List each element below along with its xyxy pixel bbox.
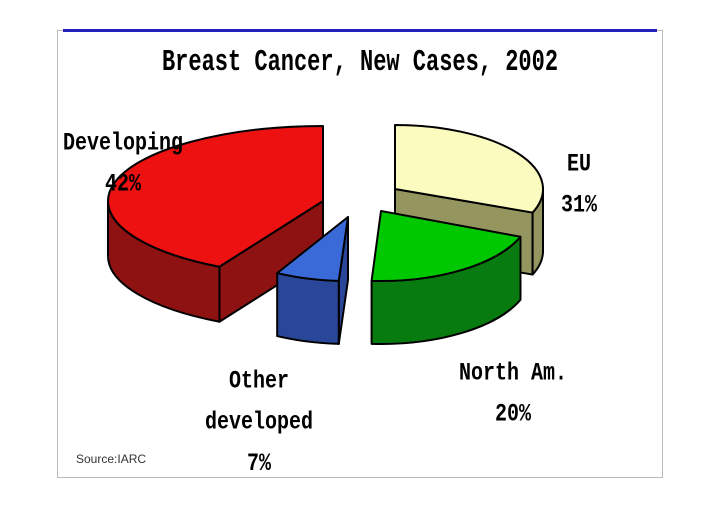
slide-frame: Breast Cancer, New Cases, 2002 Developin…	[57, 29, 663, 479]
pie-slice-other-developed-rim	[276, 272, 340, 345]
slice-label-developing: Developing 42%	[63, 123, 183, 206]
slice-label-north-am-pct: 20%	[494, 400, 531, 430]
accent-line	[63, 29, 657, 32]
source-note: Source:IARC	[76, 452, 147, 466]
slice-label-north-am-name: North Am.	[458, 359, 568, 388]
slice-label-eu: EU 31%	[561, 144, 597, 227]
slice-label-other-developed-pct: 7%	[246, 449, 271, 479]
slice-label-other-developed-line1: Other	[228, 367, 289, 396]
slice-label-other-developed: Other developed 7%	[205, 361, 313, 485]
slice-label-eu-pct: 31%	[560, 191, 598, 221]
pie-chart-3d	[107, 124, 544, 345]
pie-slice-developing-top	[107, 125, 324, 268]
slice-label-north-am: North Am. 20%	[459, 353, 567, 436]
pie-slice-north-am-top	[370, 210, 522, 282]
slice-label-developing-pct: 42%	[104, 170, 141, 200]
pie-slice-other-developed-top	[276, 216, 349, 282]
page-title: Breast Cancer, New Cases, 2002	[161, 45, 559, 80]
slice-label-developing-name: Developing	[62, 129, 184, 158]
slice-label-other-developed-line2: developed	[204, 408, 314, 438]
slice-label-eu-name: EU	[566, 150, 592, 179]
pie-slice-eu-top	[394, 124, 544, 214]
